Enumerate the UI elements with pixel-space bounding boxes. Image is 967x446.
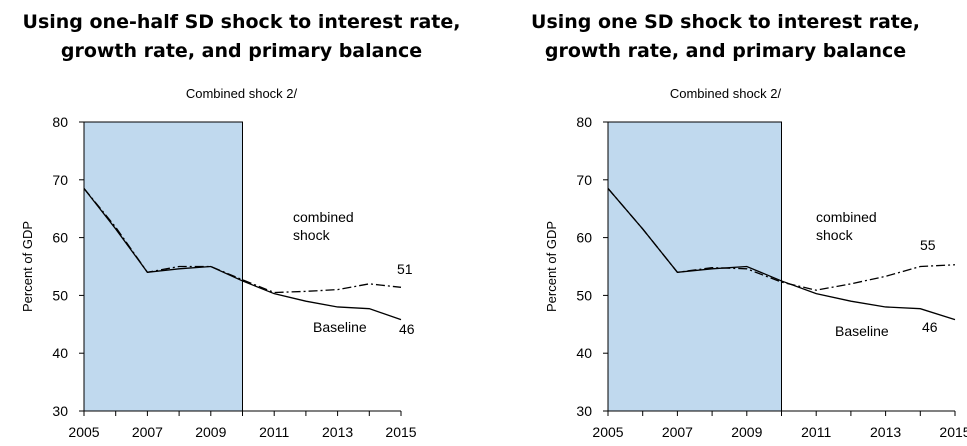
y-tick-label: 60 bbox=[576, 230, 592, 246]
baseline-end-value: 46 bbox=[399, 321, 415, 337]
historical-shaded-area bbox=[83, 121, 243, 412]
baseline-label: Baseline bbox=[835, 323, 889, 339]
chart-title-line-2: growth rate, and primary balance bbox=[60, 40, 423, 62]
y-tick-label: 30 bbox=[52, 403, 68, 419]
chart-title-line-1: Using one-half SD shock to interest rate… bbox=[22, 11, 461, 33]
historical-shaded-area bbox=[607, 121, 782, 412]
chart-title-line-1: Using one SD shock to interest rate, bbox=[531, 11, 920, 33]
chart-subtitle: Combined shock 2/ bbox=[185, 86, 298, 101]
chart-panel-right: Using one SD shock to interest rate, gro… bbox=[484, 0, 967, 446]
y-tick-label: 40 bbox=[576, 345, 592, 361]
chart-title: Using one-half SD shock to interest rate… bbox=[0, 8, 483, 66]
x-tick-label: 2007 bbox=[132, 424, 163, 440]
baseline-label: Baseline bbox=[313, 319, 367, 335]
y-axis-label: Percent of GDP bbox=[544, 221, 559, 312]
y-tick-label: 50 bbox=[576, 287, 592, 303]
x-tick-label: 2015 bbox=[385, 424, 416, 440]
y-tick-label: 80 bbox=[576, 114, 592, 130]
x-tick-label: 2013 bbox=[870, 424, 901, 440]
y-tick-label: 50 bbox=[52, 287, 68, 303]
y-tick-label: 70 bbox=[52, 172, 68, 188]
combined-shock-line bbox=[607, 188, 956, 291]
chart-title: Using one SD shock to interest rate, gro… bbox=[484, 8, 967, 66]
y-tick-label: 80 bbox=[52, 114, 68, 130]
x-tick-label: 2009 bbox=[731, 424, 762, 440]
y-axis-label: Percent of GDP bbox=[20, 221, 35, 312]
x-tick-label: 2005 bbox=[592, 424, 623, 440]
x-tick-label: 2013 bbox=[322, 424, 353, 440]
x-tick-label: 2015 bbox=[939, 424, 967, 440]
combined-shock-label: combined bbox=[816, 209, 877, 225]
x-tick-label: 2005 bbox=[68, 424, 99, 440]
y-tick-label: 70 bbox=[576, 172, 592, 188]
x-tick-label: 2009 bbox=[195, 424, 226, 440]
baseline-end-value: 46 bbox=[922, 319, 938, 335]
chart-panel-left: Using one-half SD shock to interest rate… bbox=[0, 0, 483, 446]
y-tick-label: 30 bbox=[576, 403, 592, 419]
x-tick-label: 2011 bbox=[801, 424, 831, 440]
combined-shock-label: shock bbox=[816, 227, 854, 243]
x-tick-label: 2011 bbox=[259, 424, 289, 440]
y-tick-label: 40 bbox=[52, 345, 68, 361]
combined-shock-line bbox=[83, 188, 402, 294]
combined-shock-label: combined bbox=[293, 209, 354, 225]
combined-shock-end-value: 55 bbox=[920, 237, 936, 253]
chart-plot: 30 40 50 60 70 80 2005 2007 2009 2011 2013 2015 Perc… bbox=[20, 114, 417, 440]
x-tick-label: 2007 bbox=[662, 424, 693, 440]
combined-shock-label: shock bbox=[293, 227, 331, 243]
combined-shock-end-value: 51 bbox=[397, 261, 413, 277]
chart-subtitle: Combined shock 2/ bbox=[669, 86, 782, 101]
y-tick-label: 60 bbox=[52, 230, 68, 246]
chart-title-line-2: growth rate, and primary balance bbox=[544, 40, 907, 62]
chart-plot: 30 40 50 60 70 80 2005 2007 2009 2011 2013 2015 Perc… bbox=[544, 114, 967, 440]
